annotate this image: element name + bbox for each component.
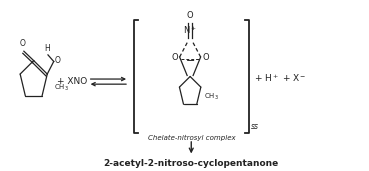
Text: H: H [44, 44, 50, 53]
Text: ss: ss [251, 122, 259, 131]
Text: CH$_3$: CH$_3$ [204, 92, 219, 102]
Text: N$^+$: N$^+$ [183, 24, 197, 36]
Text: O: O [187, 11, 193, 20]
Text: $-$: $-$ [185, 54, 195, 64]
Text: Chelate-nitrosyl complex: Chelate-nitrosyl complex [148, 135, 235, 141]
Text: O: O [171, 52, 178, 62]
Text: + H$^+$ + X$^-$: + H$^+$ + X$^-$ [254, 73, 307, 84]
Text: CH$_3$: CH$_3$ [54, 83, 69, 93]
Text: O: O [20, 39, 25, 48]
Text: O: O [55, 56, 61, 65]
Text: + XNO: + XNO [57, 77, 87, 86]
Text: 2-acetyl-2-nitroso-cyclopentanone: 2-acetyl-2-nitroso-cyclopentanone [104, 159, 279, 168]
Text: O: O [203, 52, 209, 62]
